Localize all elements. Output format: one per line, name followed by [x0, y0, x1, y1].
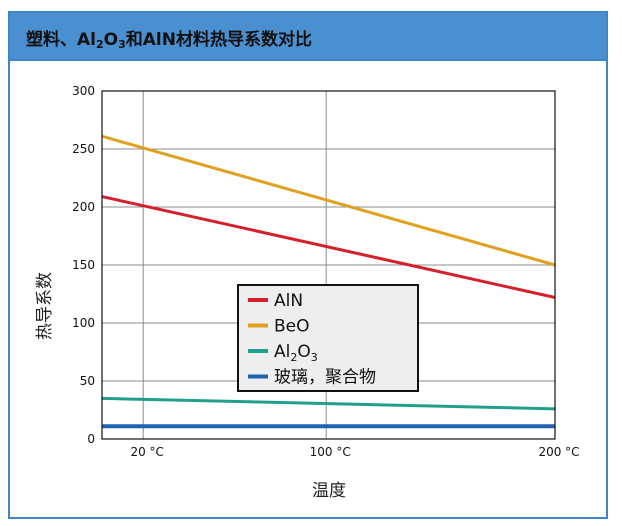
legend: AlN BeO Al2O3 玻璃，聚合物 — [237, 284, 419, 392]
title-part: O — [103, 30, 119, 50]
title-part: 和AlN材料热导系数对比 — [125, 30, 312, 50]
legend-label: AlN — [274, 291, 303, 311]
series-lines — [101, 134, 556, 429]
legend-box — [237, 284, 419, 392]
y-tick-labels: 0 50 100 150 200 250 300 — [72, 84, 95, 446]
plot-area-border — [101, 90, 556, 440]
x-tick-labels: 20 °C 100 °C 200 °C — [130, 445, 579, 459]
x-tick-label: 20 °C — [130, 445, 163, 459]
x-axis-label: 温度 — [312, 481, 346, 501]
y-tick-label: 300 — [72, 84, 95, 98]
chart-header: 塑料、Al2O3和AlN材料热导系数对比 — [10, 13, 606, 61]
series-line-al — [101, 396, 556, 411]
y-tick-label: 250 — [72, 142, 95, 156]
title-part: 塑料、Al — [26, 30, 96, 50]
x-tick-label: 200 °C — [538, 445, 579, 459]
y-tick-label: 200 — [72, 200, 95, 214]
series-line-aln — [101, 195, 556, 299]
y-tick-label: 100 — [72, 316, 95, 330]
title-sub: 2 — [95, 38, 104, 51]
y-tick-label: 50 — [80, 374, 95, 388]
legend-label: Al2O3 — [274, 342, 318, 364]
y-tick-label: 150 — [72, 258, 95, 272]
chart-title: 塑料、Al2O3和AlN材料热导系数对比 — [26, 25, 312, 51]
title-sub: 3 — [118, 38, 126, 51]
legend-label: 玻璃，聚合物 — [274, 368, 376, 388]
series-line-beo — [101, 134, 556, 267]
x-tick-label: 100 °C — [310, 445, 351, 459]
y-axis-label: 热导系数 — [35, 272, 55, 340]
legend-label: BeO — [274, 317, 310, 337]
y-tick-label: 0 — [87, 432, 95, 446]
